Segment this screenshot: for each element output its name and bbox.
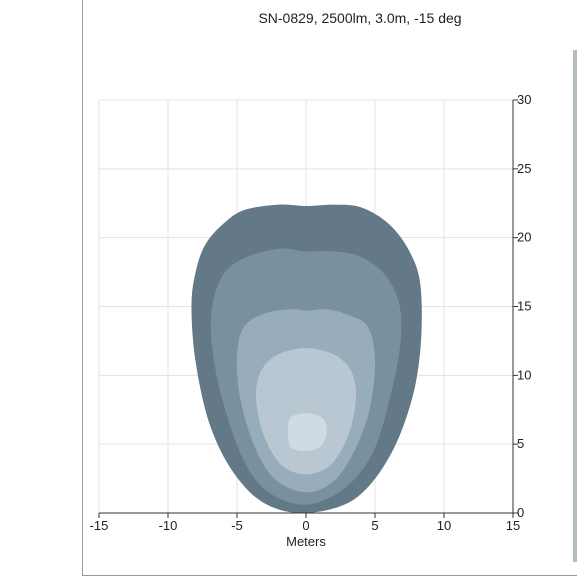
x-tick-label: 0 bbox=[302, 518, 309, 533]
y-tick-label: 20 bbox=[517, 230, 531, 245]
y-tick-label: 5 bbox=[517, 436, 524, 451]
y-tick-label: 0 bbox=[517, 505, 524, 520]
contour-level-4 bbox=[255, 348, 357, 475]
x-tick-label: -5 bbox=[231, 518, 243, 533]
axes bbox=[98, 99, 518, 518]
side-panel-edge bbox=[573, 50, 577, 562]
y-tick-label: 15 bbox=[517, 299, 531, 314]
x-tick-label: 15 bbox=[506, 518, 520, 533]
x-tick-label: -15 bbox=[90, 518, 109, 533]
y-tick-label: 30 bbox=[517, 92, 531, 107]
y-tick-label: 10 bbox=[517, 367, 531, 382]
chart-title: SN-0829, 2500lm, 3.0m, -15 deg bbox=[258, 10, 462, 26]
contour-levels bbox=[191, 204, 422, 514]
x-tick-label: 10 bbox=[437, 518, 451, 533]
x-axis-label: Meters bbox=[286, 534, 326, 549]
x-tick-label: -10 bbox=[159, 518, 178, 533]
contour-level-5 bbox=[287, 413, 327, 452]
chart-frame bbox=[82, 0, 577, 576]
x-tick-label: 5 bbox=[371, 518, 378, 533]
y-tick-label: 25 bbox=[517, 161, 531, 176]
